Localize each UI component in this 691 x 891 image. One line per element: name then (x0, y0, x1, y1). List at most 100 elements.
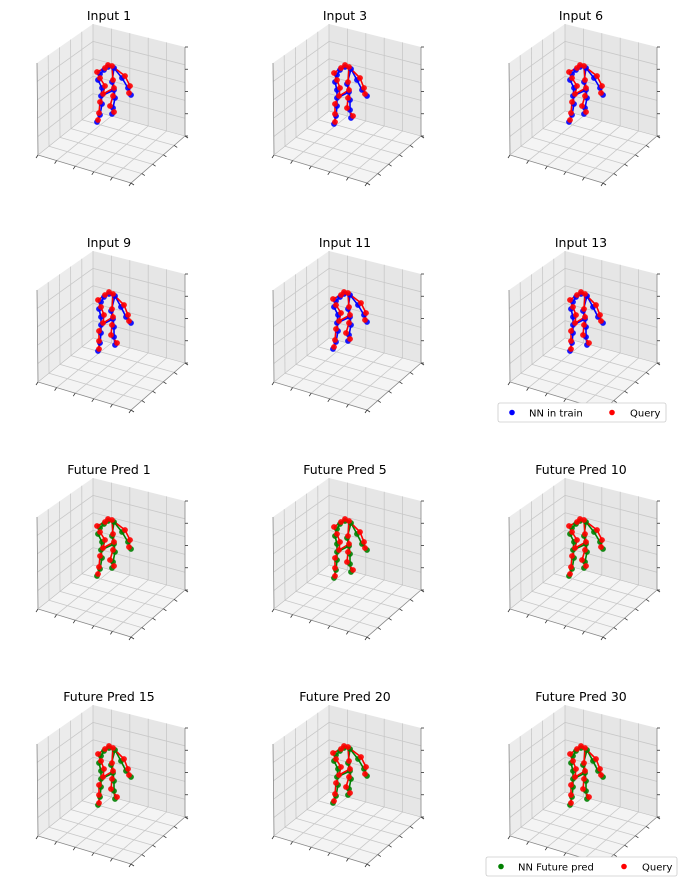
skeleton-series-b-point-11 (583, 539, 589, 545)
y-tick (624, 163, 628, 167)
grid-line (564, 320, 658, 346)
skeleton-series-b-point-17 (362, 91, 368, 97)
grid-line (59, 591, 153, 619)
y-tick (130, 182, 135, 186)
x-tick (544, 165, 548, 170)
skeleton-series-b-point-3 (566, 69, 572, 75)
grid-line (93, 352, 149, 400)
x-tick (110, 404, 113, 408)
grid-line (283, 282, 286, 374)
y-tick (624, 390, 628, 394)
grid-line (56, 342, 112, 388)
skeleton-series-b-point-9 (332, 119, 338, 125)
grid-line (59, 818, 153, 846)
grid-line (295, 591, 389, 619)
skeleton-series-b-point-3 (95, 297, 101, 303)
y-tick (163, 835, 167, 839)
grid-line (564, 41, 658, 66)
skeleton-series-b-point-9 (96, 800, 102, 806)
grid-line (74, 120, 131, 167)
skeleton-series-b-point-10 (346, 304, 352, 310)
x-tick (346, 177, 349, 181)
grid-line (273, 302, 330, 346)
left-pane (273, 24, 329, 155)
grid-line (295, 501, 297, 592)
y-tick (656, 589, 661, 593)
skeleton-series-b-point-9 (567, 117, 573, 123)
x-tick (290, 160, 293, 164)
skeleton-series-b-point-16 (361, 85, 367, 91)
grid-line (546, 347, 603, 394)
y-tick (399, 381, 403, 385)
grid-line (48, 826, 142, 855)
grid-line (70, 128, 164, 156)
skeleton-series-b-point-14 (347, 336, 353, 342)
legend: NN Future pred Query (485, 856, 678, 877)
grid-line (520, 826, 614, 855)
skeleton-series-b-point-15 (358, 754, 364, 760)
skeleton-series-b-point-15 (593, 302, 599, 308)
grid-line (520, 372, 614, 401)
skeleton-series-b-point-15 (357, 75, 363, 81)
grid-line (295, 364, 389, 392)
skeleton-series-b-point-12 (345, 95, 351, 101)
skeleton-series-b-point-11 (582, 314, 588, 320)
grid-line (292, 115, 348, 161)
grid-line (328, 41, 422, 66)
skeleton-series-b-point-3 (330, 296, 336, 302)
skeleton-series-b-point-12 (346, 320, 352, 326)
skeleton-series-b-point-13 (580, 332, 586, 338)
grid-line (564, 93, 658, 119)
x-tick (271, 835, 275, 840)
grid-line (531, 47, 533, 138)
y-tick (388, 617, 392, 621)
floor-pane (38, 111, 185, 183)
skeleton-series-b-point-4 (97, 75, 103, 81)
y-tick (141, 173, 146, 176)
x-tick (563, 852, 567, 857)
skeleton-series-b-point-15 (358, 300, 364, 306)
skeleton-series-b-point-8 (332, 337, 338, 343)
x-tick (91, 625, 95, 630)
x-tick (544, 846, 548, 851)
grid-line (92, 547, 186, 573)
grid-line (542, 355, 636, 383)
grid-line (509, 302, 566, 346)
left-pane (37, 705, 93, 836)
y-tick (173, 372, 178, 375)
panel-title: Future Pred 10 (535, 462, 627, 477)
y-tick (656, 816, 661, 820)
skeleton-series-b-point-9 (331, 798, 337, 804)
x-tick (507, 835, 511, 840)
legend-frame (485, 856, 678, 877)
y-tick (602, 636, 607, 640)
panel-7: Future Pred 1 (35, 462, 189, 641)
skeleton-series-b-point-11 (346, 541, 352, 547)
skeleton-series-b-point-14 (350, 567, 356, 573)
y-tick (624, 844, 628, 848)
grid-line (542, 809, 636, 837)
grid-line (584, 357, 639, 405)
floor-pane (510, 792, 657, 864)
legend-marker (621, 863, 627, 870)
skeleton-series-b-point-4 (333, 302, 339, 308)
x-tick (271, 381, 275, 386)
grid-line (519, 736, 522, 828)
skeleton-series-b-point-12 (581, 776, 587, 782)
grid-line (520, 145, 614, 174)
skeleton-series-b-point-9 (567, 571, 573, 577)
floor-pane (38, 565, 185, 637)
grid-line (70, 809, 164, 837)
skeleton-series-b-point-12 (582, 93, 588, 99)
skeleton-series-b-point-2 (110, 291, 116, 297)
skeleton-series-b-point-12 (582, 547, 588, 553)
x-tick (364, 636, 368, 641)
skeleton-series-b-point-16 (361, 539, 367, 545)
y-tick (409, 826, 414, 829)
x-tick (72, 846, 76, 851)
y-tick (377, 854, 382, 857)
grid-line (528, 796, 584, 842)
skeleton-series-b-point-7 (332, 101, 338, 107)
grid-line (564, 495, 658, 520)
x-tick (128, 636, 132, 641)
